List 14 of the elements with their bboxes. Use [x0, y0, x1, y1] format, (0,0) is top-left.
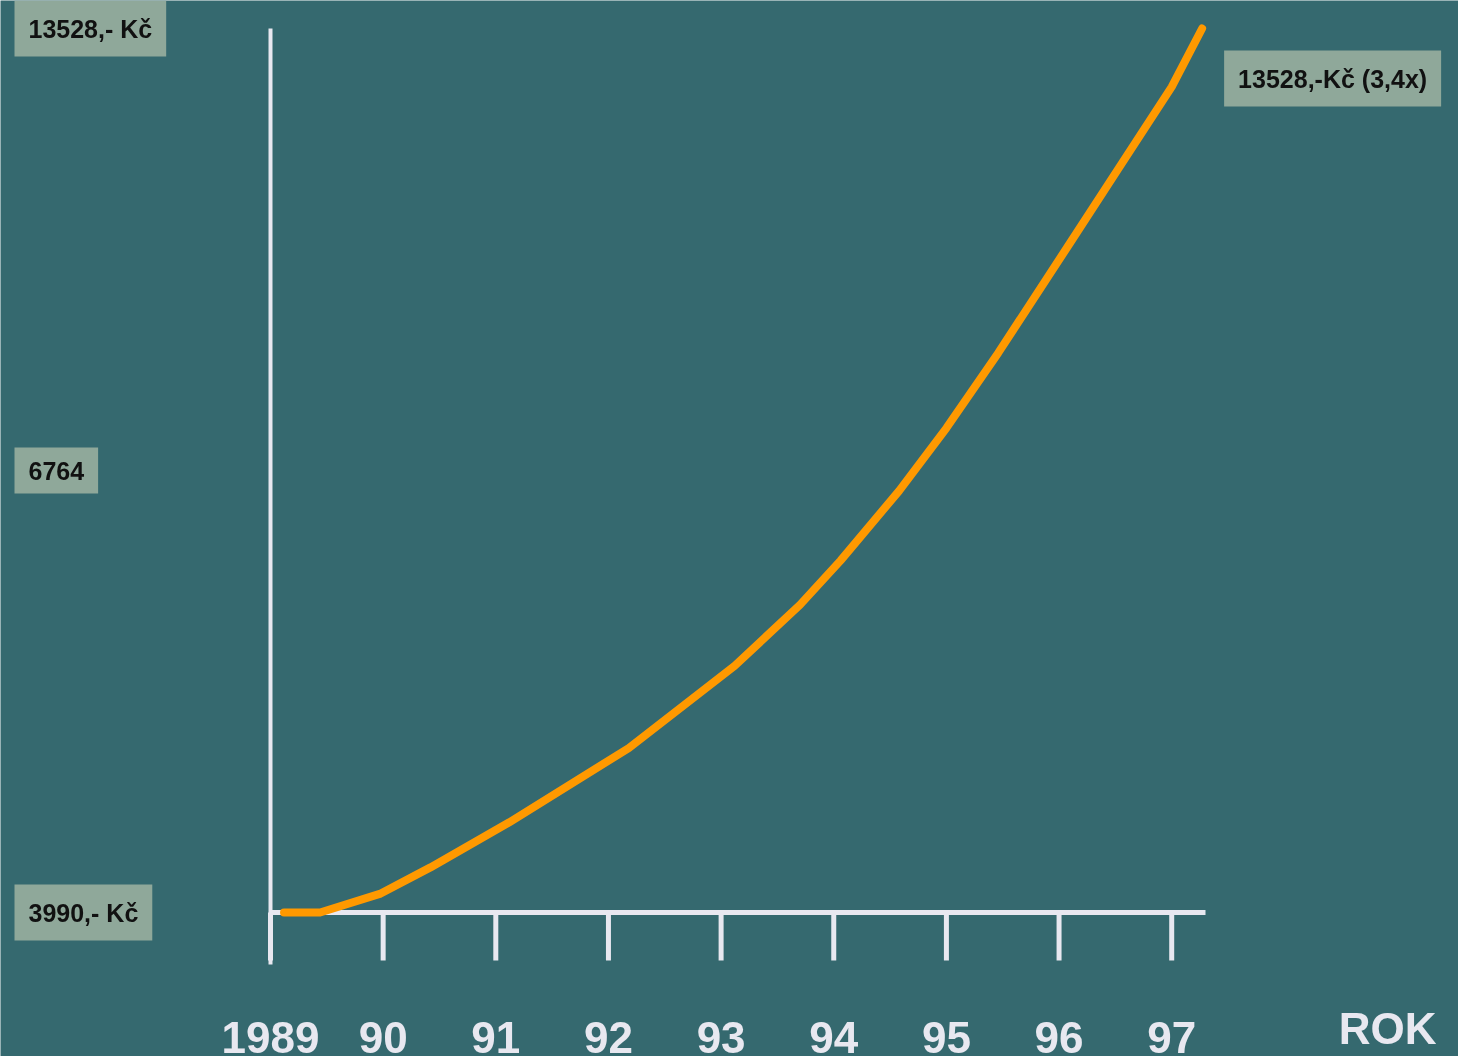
- x-tick-label: 94: [809, 1012, 859, 1056]
- annotation: 13528,-Kč (3,4x): [1238, 64, 1428, 93]
- x-tick-label: 96: [1034, 1012, 1084, 1056]
- x-tick-label: 90: [358, 1012, 408, 1056]
- x-tick-label: 92: [583, 1012, 633, 1056]
- x-tick-label: 1989: [221, 1012, 320, 1056]
- text: 13528,- Kč: [28, 14, 153, 43]
- x-tick-label: 97: [1147, 1012, 1197, 1056]
- x-tick-label: 91: [471, 1012, 521, 1056]
- x-tick-label: 95: [921, 1012, 971, 1056]
- text: 3990,- Kč: [28, 898, 139, 927]
- x-tick-label: 93: [696, 1012, 746, 1056]
- x-axis-title: ROK: [1338, 1003, 1437, 1053]
- text: 6764: [28, 456, 85, 485]
